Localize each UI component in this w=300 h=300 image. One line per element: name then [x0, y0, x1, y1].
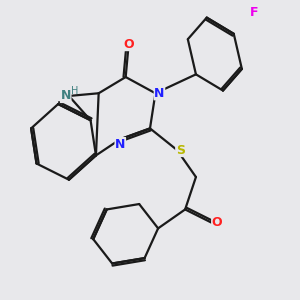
Text: N: N [115, 138, 125, 151]
Text: S: S [176, 143, 185, 157]
Text: O: O [212, 217, 222, 230]
Text: H: H [71, 86, 79, 96]
Text: F: F [250, 6, 258, 19]
Text: O: O [123, 38, 134, 51]
Text: N: N [61, 89, 71, 103]
Text: N: N [154, 87, 165, 100]
